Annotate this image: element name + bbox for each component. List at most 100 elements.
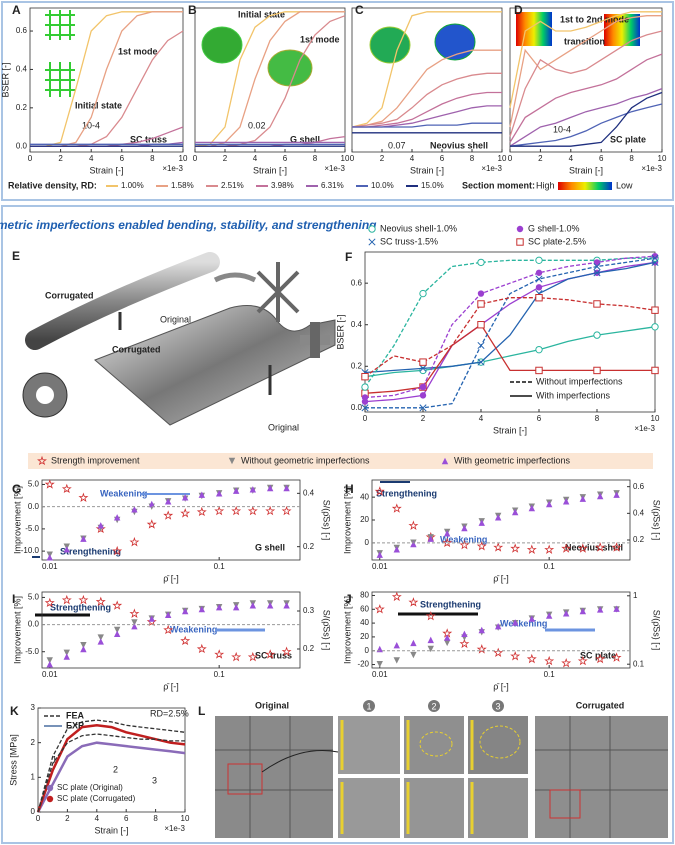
series-line bbox=[365, 257, 656, 409]
marker bbox=[528, 504, 536, 512]
marker bbox=[476, 644, 487, 654]
annotation: RD=2.5% bbox=[150, 708, 189, 718]
y-tick-label: 0.6 bbox=[16, 26, 28, 35]
marker bbox=[61, 483, 72, 494]
step-badge bbox=[428, 700, 440, 712]
photos bbox=[215, 716, 668, 838]
y-axis-label: Improvement [%] bbox=[12, 486, 22, 554]
marker bbox=[148, 615, 155, 622]
marker bbox=[511, 619, 519, 626]
annotation: 1st mode bbox=[118, 46, 158, 56]
y-tick-label: 0.0 bbox=[28, 620, 40, 629]
y2-tick-label: 0.4 bbox=[303, 488, 315, 497]
series-line bbox=[509, 30, 663, 137]
panel-letter: I bbox=[12, 592, 15, 606]
x-tick-label: 10 bbox=[179, 154, 188, 163]
marker bbox=[214, 505, 225, 516]
marker bbox=[80, 642, 87, 649]
panel-letter: F bbox=[345, 250, 352, 264]
marker bbox=[651, 306, 659, 314]
photo-label: Original bbox=[255, 700, 289, 710]
marker bbox=[611, 542, 622, 552]
marker bbox=[215, 490, 223, 497]
legend-label: 2.51% bbox=[221, 181, 244, 190]
y-tick-label: 0.2 bbox=[351, 361, 363, 370]
annotation: Initial state bbox=[75, 100, 122, 110]
series-line bbox=[364, 255, 656, 399]
x-tick-label: 0.1 bbox=[214, 670, 226, 679]
y-axis-label: Improvement [%] bbox=[342, 486, 352, 554]
series-line bbox=[352, 122, 502, 128]
marker bbox=[131, 619, 138, 626]
x-tick-label: 6 bbox=[120, 154, 125, 163]
marker bbox=[593, 259, 601, 266]
marker bbox=[181, 494, 189, 501]
panel-letter: J bbox=[345, 592, 352, 606]
x-axis-label: ρ̄ [-] bbox=[163, 681, 179, 691]
legend-label: High bbox=[536, 180, 555, 190]
y-tick-label: 3 bbox=[31, 703, 36, 712]
y-tick-label: 60 bbox=[360, 604, 369, 613]
frame-bottom bbox=[1, 205, 674, 844]
marker bbox=[427, 645, 434, 653]
marker bbox=[526, 544, 537, 555]
y-tick-label: 0.0 bbox=[16, 141, 28, 150]
marker bbox=[419, 392, 427, 399]
y-tick-label: -5.0 bbox=[25, 647, 39, 656]
marker bbox=[544, 655, 555, 666]
annotation: Strengthening bbox=[420, 599, 481, 609]
marker bbox=[477, 290, 485, 297]
marker bbox=[562, 610, 570, 617]
x-tick-label: 2 bbox=[380, 154, 385, 163]
marker bbox=[427, 636, 434, 644]
x-tick-label: 10 bbox=[181, 814, 190, 823]
series-line bbox=[364, 257, 655, 388]
x-tick-label: 8 bbox=[470, 154, 475, 163]
marker bbox=[477, 358, 485, 366]
marker bbox=[419, 358, 427, 366]
marker bbox=[442, 537, 453, 548]
marker bbox=[129, 608, 140, 619]
marker bbox=[493, 647, 504, 657]
x-axis-label: ρ̄ [-] bbox=[493, 573, 509, 583]
x-tick-label: 0.01 bbox=[372, 670, 388, 679]
marker bbox=[368, 225, 376, 233]
marker bbox=[283, 484, 290, 492]
y-axis-label: Improvement [%] bbox=[12, 596, 22, 664]
panel-letter: G bbox=[12, 482, 21, 496]
marker bbox=[247, 505, 258, 516]
marker bbox=[112, 545, 123, 556]
x-tick-label: 10 bbox=[651, 414, 660, 423]
annotation: Strengthening bbox=[50, 602, 111, 612]
x-tick-label: 0.01 bbox=[42, 670, 58, 679]
legend-label: SC truss-1.5% bbox=[380, 236, 438, 246]
marker bbox=[459, 539, 470, 550]
annotation: Weakening bbox=[170, 624, 217, 634]
marker bbox=[198, 491, 206, 498]
marker bbox=[511, 508, 519, 516]
marker bbox=[443, 634, 451, 641]
arrows bbox=[32, 481, 595, 632]
legend-label: SC plate-2.5% bbox=[528, 236, 586, 246]
label: Corrugated bbox=[112, 344, 161, 354]
marker bbox=[196, 643, 207, 654]
y-tick-label: 2 bbox=[31, 738, 36, 747]
x-axis-label: Strain [-] bbox=[94, 825, 128, 835]
x-tick-label: 2 bbox=[421, 414, 426, 423]
marker bbox=[477, 341, 485, 350]
annotation: Initial state bbox=[238, 9, 285, 19]
plot-frame bbox=[194, 7, 346, 153]
x-tick-label: 6 bbox=[283, 154, 288, 163]
annotation: SC truss bbox=[255, 650, 292, 660]
step-label: 3 bbox=[495, 701, 500, 711]
marker bbox=[265, 649, 276, 659]
x-axis-label: Strain [-] bbox=[89, 165, 123, 175]
y2-tick-label: 0.2 bbox=[633, 535, 645, 544]
plot-frame bbox=[41, 479, 301, 561]
x-tick-label: 4 bbox=[479, 414, 484, 423]
x-tick-label: 8 bbox=[313, 154, 318, 163]
annotation: SC plate bbox=[580, 650, 616, 660]
marker bbox=[228, 457, 236, 465]
marker bbox=[368, 238, 376, 246]
y-tick-label: 0 bbox=[365, 538, 370, 547]
